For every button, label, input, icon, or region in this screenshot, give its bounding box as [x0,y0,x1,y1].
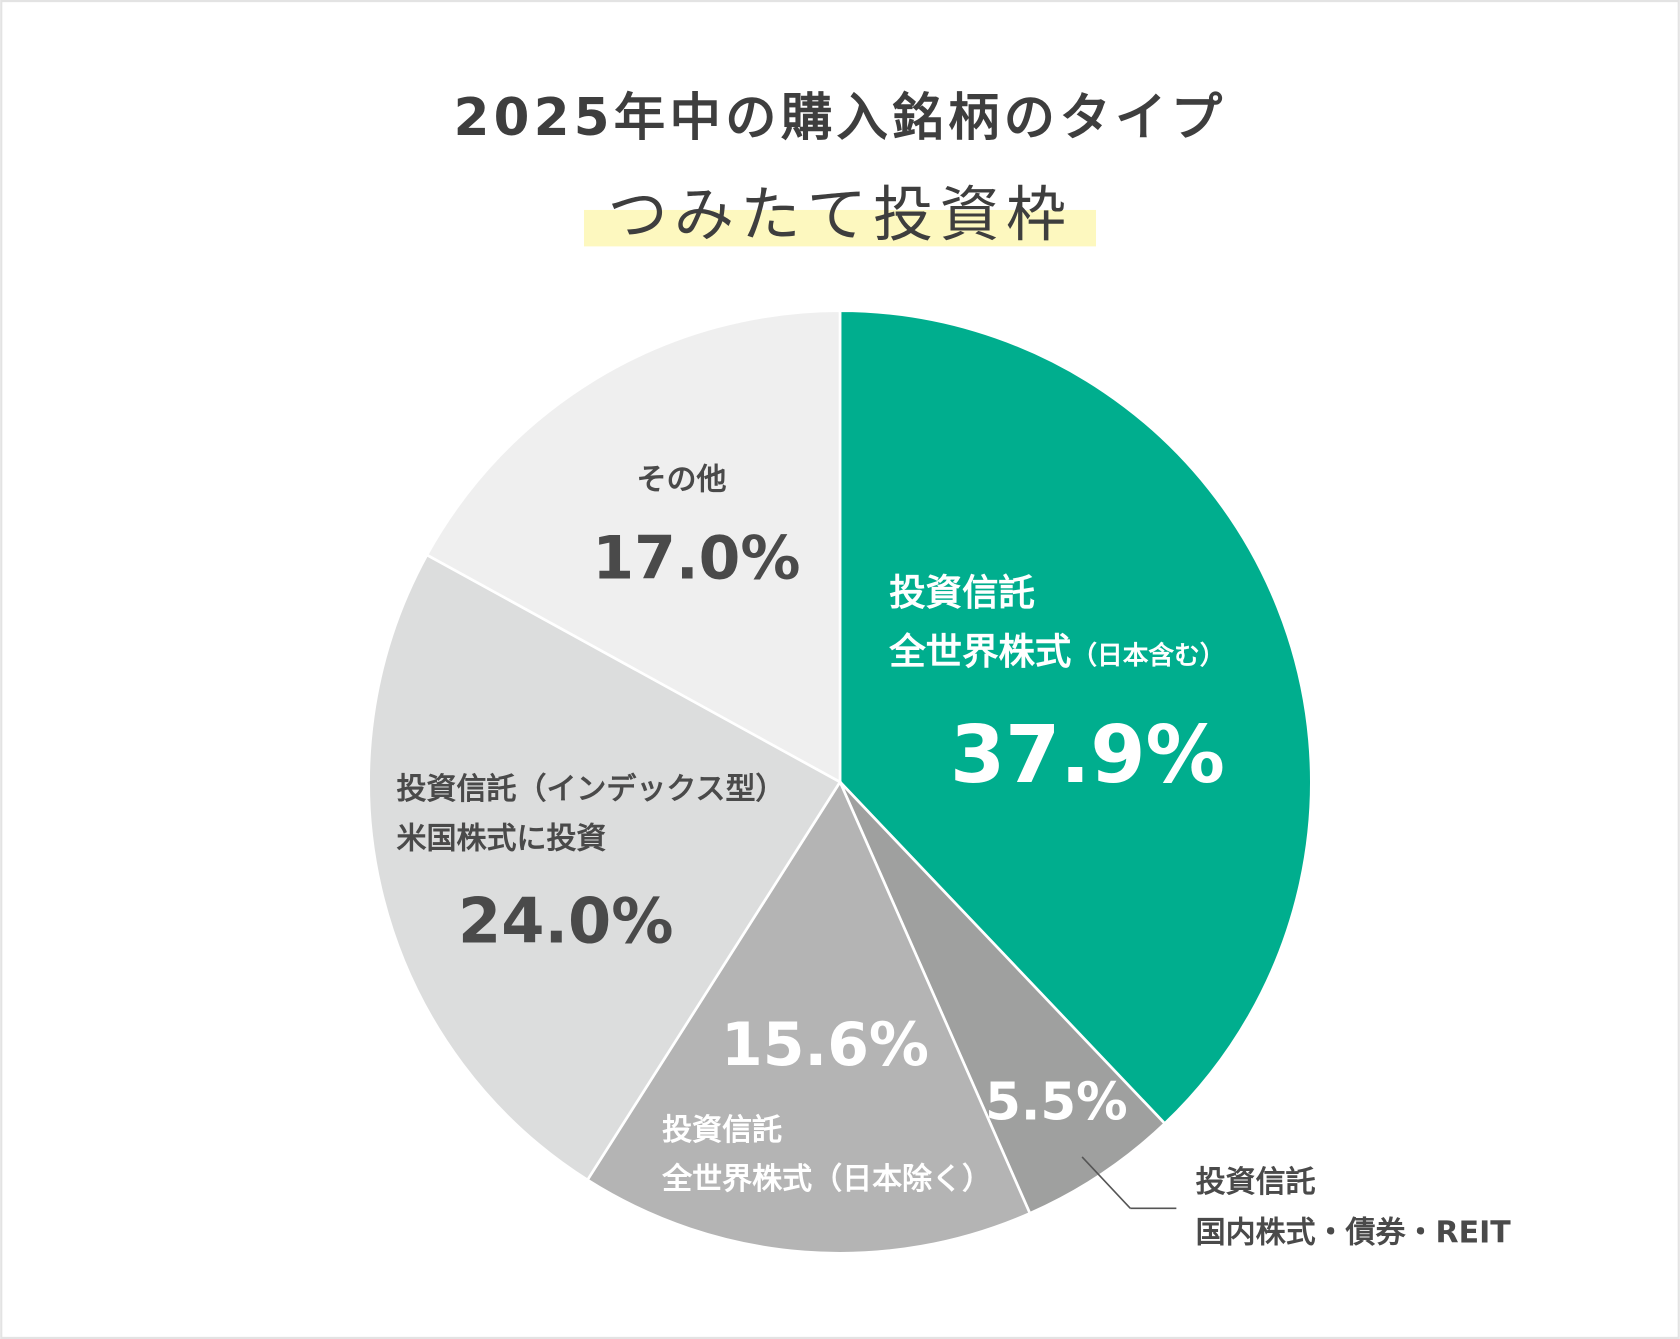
slice-label-3-line-1: 米国株式に投資 [397,821,607,856]
subtitle-highlight [583,209,1097,247]
slice-value-2: 15.6% [721,1010,929,1080]
pie-slice-1 [838,781,1167,1216]
slice-label-2-line-0: 投資信託 [662,1113,782,1148]
pie-slice-2 [585,779,1032,1255]
slice-label-1-line-0: 投資信託 [1196,1165,1316,1200]
pie-slice-0 [838,309,1313,1126]
slice-label-4-line-0: その他 [636,463,726,498]
slice-label-0-line-0: 投資信託 [889,571,1035,614]
slice-label-2-line-1: 全世界株式（日本除く） [661,1162,992,1197]
slice-label-1-line-1: 国内株式・債券・REIT [1196,1216,1512,1251]
slice-value-1: 5.5% [985,1072,1128,1132]
slice-label-0-line-1: 全世界株式 [888,630,1071,673]
slice-value-0: 37.9% [950,708,1225,801]
svg-text:全世界株式（日本含む）: 全世界株式（日本含む） [888,630,1225,673]
slice-label-0-line-2: （日本含む） [1071,640,1225,671]
chart-title: 2025年中の購入銘柄のタイプ [454,88,1227,148]
pie-slice-4 [425,309,842,785]
slice-value-4: 17.0% [592,523,800,593]
leader-line [1081,1156,1131,1209]
slice-label-3-line-0: 投資信託（インデックス型） [397,772,786,807]
slice-value-3: 24.0% [458,885,673,958]
chart-subtitle: つみたて投資枠 [608,181,1073,251]
pie-slice-3 [367,553,842,1182]
